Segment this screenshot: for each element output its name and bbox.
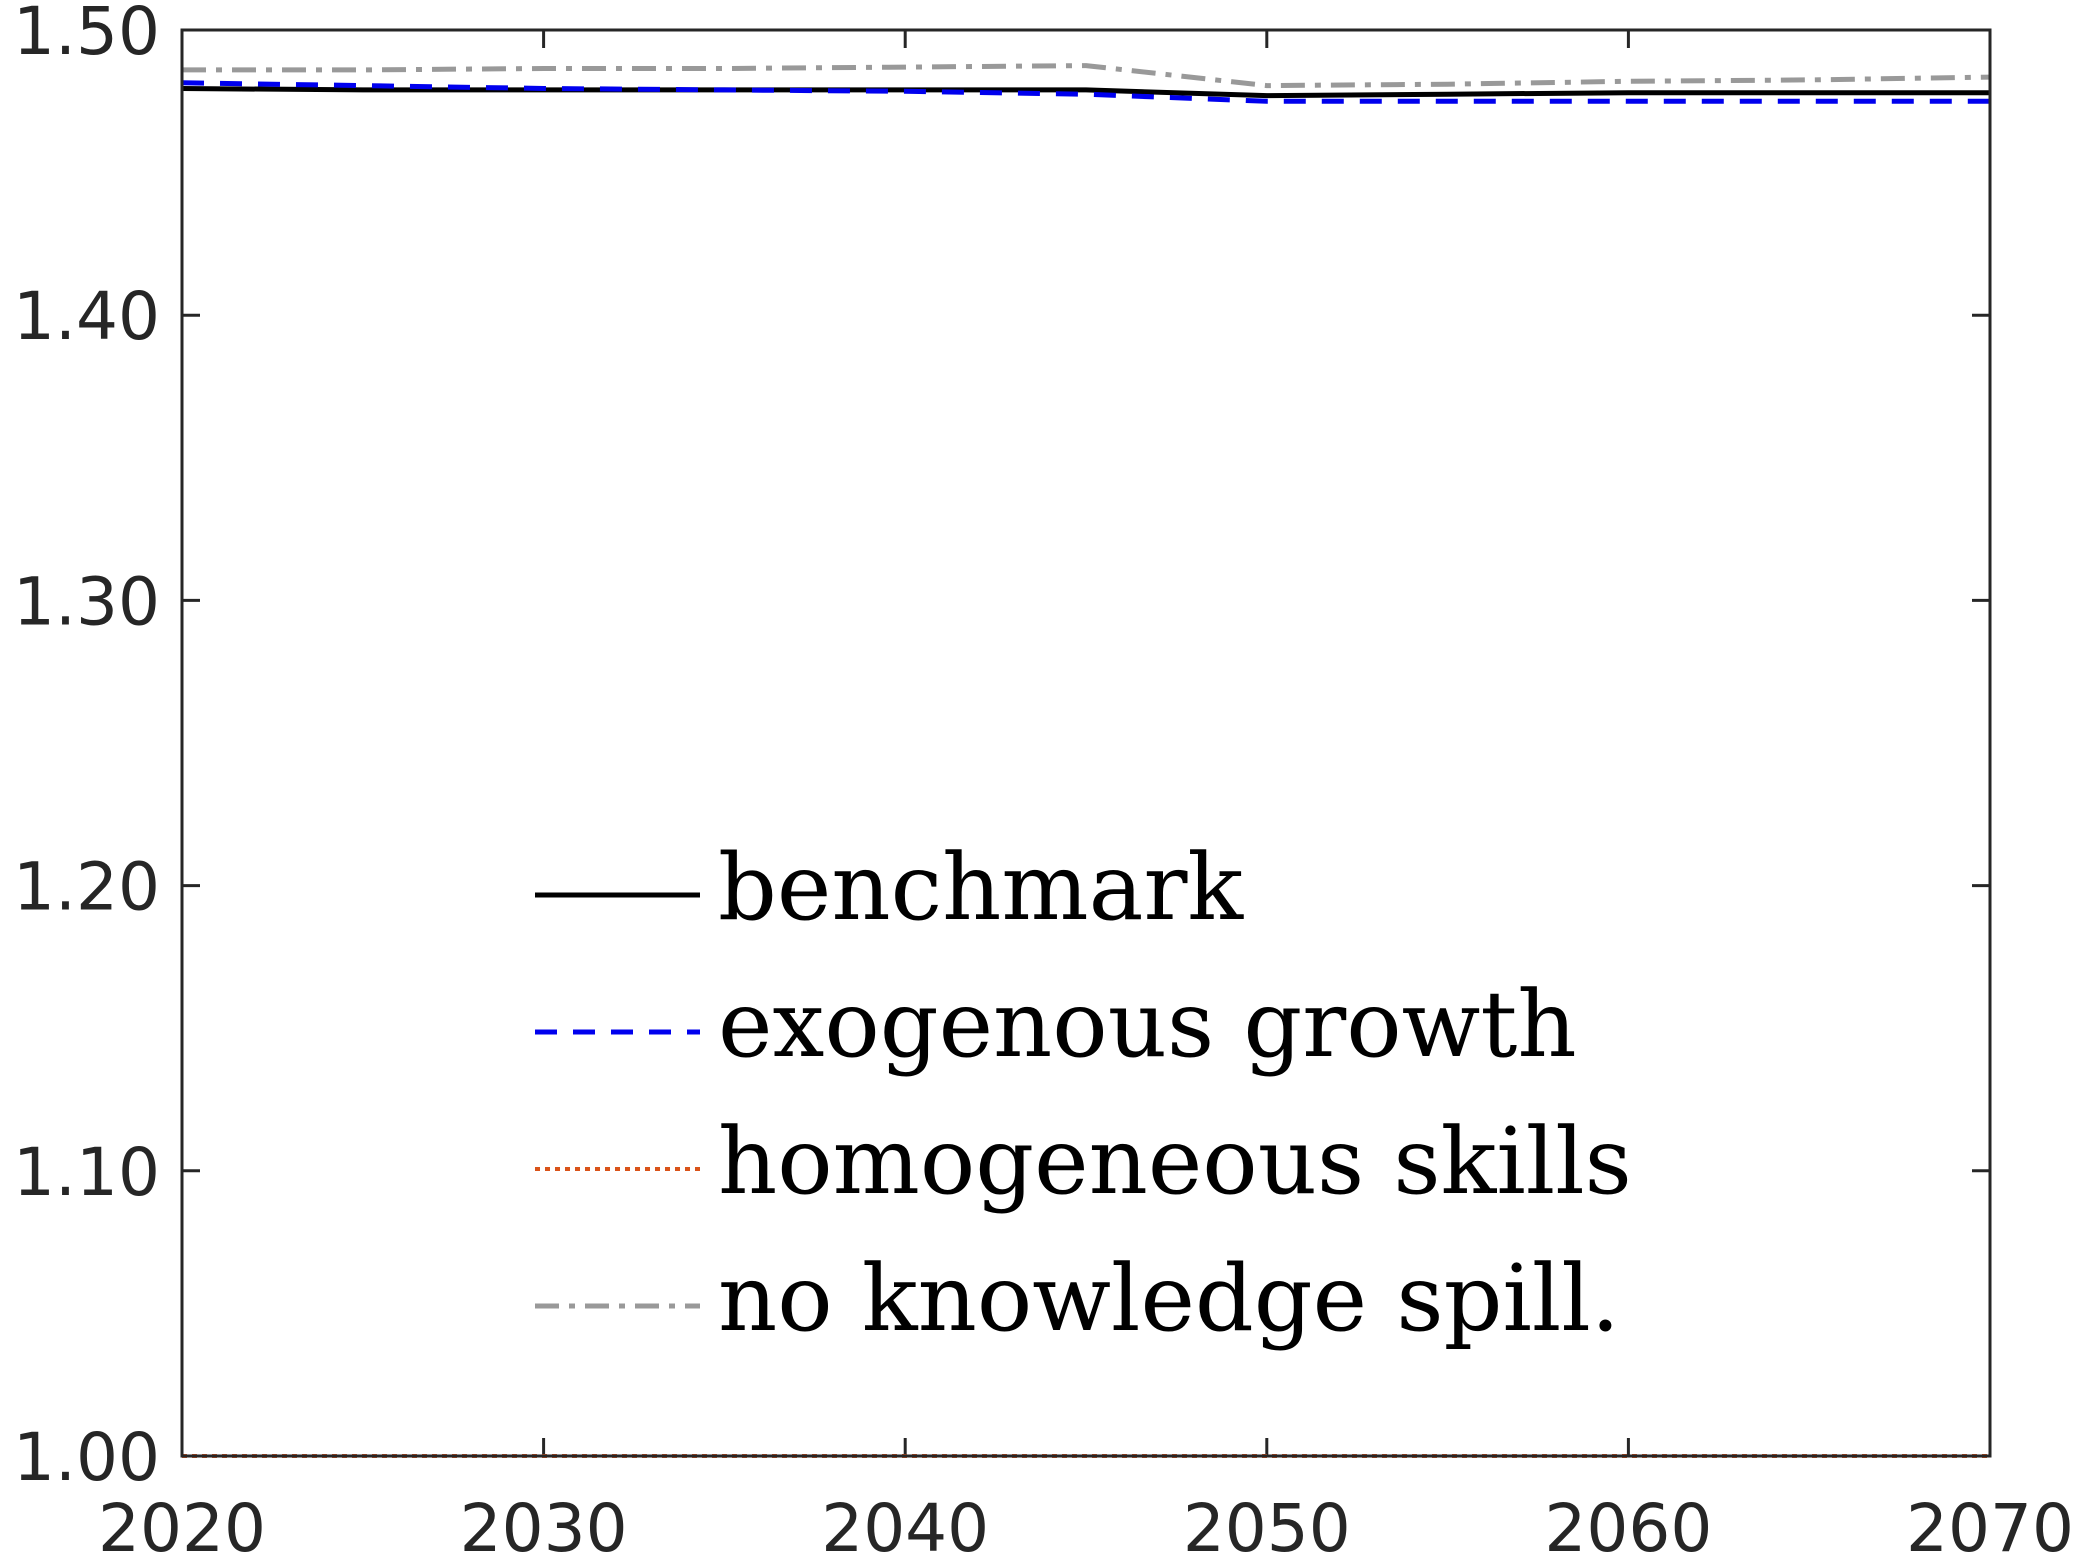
y-tick-label: 1.20 bbox=[13, 849, 160, 926]
x-tick-label: 2020 bbox=[98, 1490, 266, 1554]
series-line-no-knowledge-spill bbox=[182, 63, 1991, 89]
x-tick-label: 2040 bbox=[821, 1490, 989, 1554]
y-tick-label: 1.30 bbox=[13, 563, 160, 640]
y-tick-label: 1.10 bbox=[13, 1134, 160, 1211]
y-tick-label: 1.00 bbox=[13, 1419, 160, 1496]
y-axis-tick-labels: 1.00 1.10 1.20 1.30 1.40 1.50 bbox=[13, 0, 160, 1496]
legend-label: benchmark bbox=[718, 834, 1244, 941]
x-axis-tick-labels: 2020 2030 2040 2050 2060 2070 bbox=[98, 1490, 2074, 1554]
x-tick-label: 2030 bbox=[460, 1490, 628, 1554]
plot-frame bbox=[180, 28, 1992, 1458]
legend-label: homogeneous skills bbox=[718, 1108, 1632, 1215]
series-line-benchmark bbox=[181, 86, 1990, 99]
x-tick-label: 2070 bbox=[1906, 1490, 2074, 1554]
legend-label: exogenous growth bbox=[718, 971, 1577, 1078]
legend-label: no knowledge spill. bbox=[718, 1245, 1620, 1352]
y-tick-label: 1.50 bbox=[13, 0, 160, 70]
y-tick-label: 1.40 bbox=[13, 278, 160, 355]
plot-area bbox=[182, 30, 1990, 1456]
legend: benchmark exogenous growth homogeneous ski… bbox=[535, 834, 1632, 1352]
x-tick-label: 2060 bbox=[1544, 1490, 1712, 1554]
x-tick-label: 2050 bbox=[1183, 1490, 1351, 1554]
